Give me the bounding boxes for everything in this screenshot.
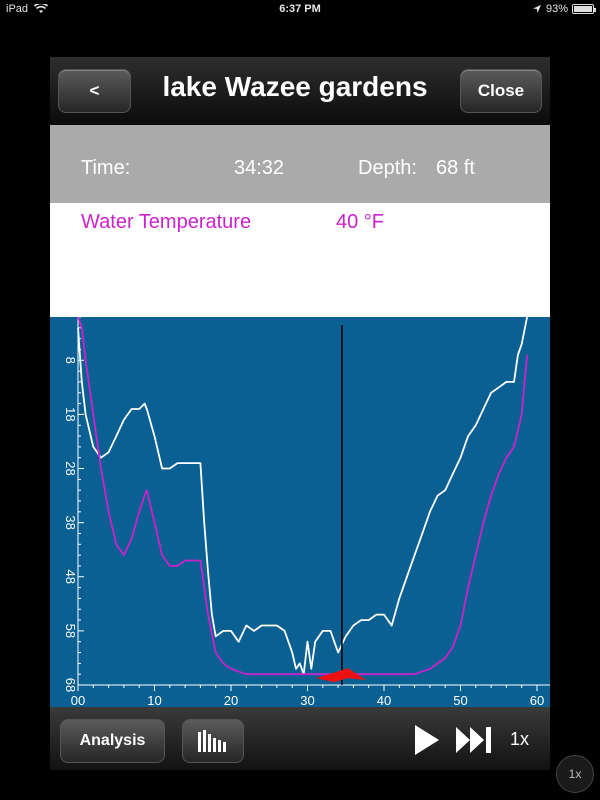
device-label: iPad [6, 3, 29, 15]
legend-series-label: Water Temperature [81, 211, 252, 233]
time-value: 34:32 [234, 157, 285, 179]
x-tick-label: 00 [71, 693, 85, 707]
status-left: iPad [6, 3, 49, 15]
status-time: 6:37 PM [279, 3, 321, 15]
legend-series-value: 40 °F [336, 211, 385, 233]
battery-icon [572, 4, 596, 14]
temperature-series-line [77, 317, 528, 676]
x-tick-label: 20 [224, 693, 238, 707]
floating-zoom-button[interactable]: 1x [556, 755, 594, 793]
time-label: Time: [81, 157, 131, 179]
status-bar: iPad 6:37 PM 93% [0, 0, 600, 20]
playback-speed[interactable]: 1x [510, 729, 530, 749]
legend-panel: Water Temperature 40 °F [50, 203, 550, 317]
x-tick-label: 50 [453, 693, 467, 707]
title-bar: < lake Wazee gardens Close [50, 57, 550, 125]
y-tick-label: 28 [63, 461, 78, 475]
bar-chart-icon [198, 730, 226, 752]
page-title: lake Wazee gardens [162, 71, 428, 102]
x-tick-label: 40 [377, 693, 391, 707]
fast-forward-icon[interactable] [454, 723, 494, 757]
info-panel: Time: 34:32 Depth: 68 ft [50, 125, 550, 203]
back-button[interactable]: < [58, 69, 131, 113]
y-tick-label: 8 [63, 357, 78, 364]
depth-label: Depth: [358, 157, 417, 179]
y-tick-label: 48 [63, 570, 78, 584]
status-right: 93% [532, 3, 596, 15]
chart-svg: 00 10 20 30 40 50 60 8 18 28 38 48 58 68 [63, 317, 550, 707]
x-tick-label: 10 [147, 693, 161, 707]
dive-detail-modal: < lake Wazee gardens Close Time: 34:32 D… [50, 57, 550, 770]
depth-value: 68 ft [436, 157, 475, 179]
close-button[interactable]: Close [460, 69, 542, 113]
play-icon[interactable] [412, 723, 442, 757]
y-tick-label: 68 [63, 678, 78, 692]
y-tick-label: 18 [63, 407, 78, 421]
y-tick-label: 38 [63, 515, 78, 529]
histogram-button[interactable] [182, 719, 244, 763]
diver-marker [315, 668, 366, 683]
depth-temperature-chart[interactable]: 00 10 20 30 40 50 60 8 18 28 38 48 58 68 [50, 317, 550, 707]
x-tick-label: 30 [300, 693, 314, 707]
wifi-icon [34, 4, 49, 13]
depth-series-line [77, 317, 528, 676]
analysis-button[interactable]: Analysis [60, 719, 165, 763]
bottom-toolbar: Analysis 1x [50, 707, 550, 770]
location-arrow-icon [532, 5, 541, 13]
battery-percent: 93% [545, 3, 568, 15]
y-tick-label: 58 [63, 624, 78, 638]
x-tick-label: 60 [530, 693, 544, 707]
